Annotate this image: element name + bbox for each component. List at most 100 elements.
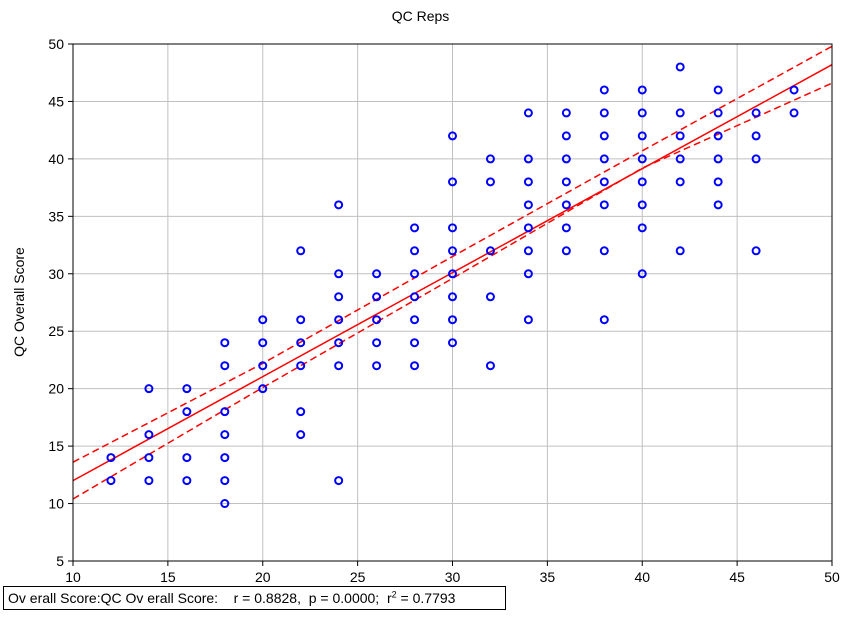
y-tick-label: 20 [48,381,64,397]
data-point [448,177,457,187]
y-tick-label: 40 [48,151,64,167]
data-point [561,246,571,256]
plot-frame [72,43,833,562]
data-point [106,476,116,486]
data-point [448,315,457,325]
x-tick-label: 40 [634,569,650,585]
data-point [599,177,609,187]
data-point [258,315,268,325]
data-point [334,338,344,348]
stats-p: p = 0.0000; [308,590,380,606]
data-point [258,338,268,348]
data-point [410,361,420,371]
regression-line [72,64,833,482]
data-point [523,223,533,233]
data-point [334,315,344,325]
data-point [220,361,230,371]
data-point [561,108,571,118]
data-point [448,223,457,233]
data-points [106,62,799,509]
data-point [448,246,457,256]
x-tick-label: 15 [160,569,176,585]
regression-line-group [72,64,833,482]
confidence-lower-line [72,82,833,500]
y-tick-label: 35 [48,208,64,224]
data-point [410,269,420,279]
data-point [751,131,761,141]
data-point [599,85,609,95]
data-point [334,269,344,279]
y-tick-label: 25 [48,323,64,339]
data-point [485,154,495,164]
data-point [182,453,192,463]
data-point [258,384,268,394]
data-point [637,269,647,279]
data-point [523,108,533,118]
data-point [751,108,761,118]
data-point [296,407,306,417]
data-point [144,476,154,486]
data-point [599,200,609,210]
data-point [637,108,647,118]
x-tick-label: 25 [350,569,366,585]
data-point [599,154,609,164]
data-point [561,154,571,164]
data-point [637,154,647,164]
data-point [448,338,457,348]
data-point [334,292,344,302]
data-point [675,177,685,187]
data-point [296,315,306,325]
data-point [410,338,420,348]
data-point [637,223,647,233]
data-point [296,430,306,440]
y-tick-label: 5 [56,553,64,569]
data-point [561,177,571,187]
data-point [561,200,571,210]
stats-r: r = 0.8828, [233,590,301,606]
data-point [751,154,761,164]
data-point [220,476,230,486]
y-tick-label: 15 [48,438,64,454]
data-point [561,131,571,141]
grid-lines [73,44,832,561]
data-point [713,177,723,187]
data-point [220,430,230,440]
data-point [599,108,609,118]
data-point [144,430,154,440]
data-point [410,315,420,325]
data-point [372,292,382,302]
data-point [599,315,609,325]
x-tick-label: 30 [445,569,461,585]
y-tick-label: 30 [48,266,64,282]
data-point [637,131,647,141]
x-tick-label: 10 [65,569,81,585]
data-point [410,292,420,302]
data-point [334,476,344,486]
data-point [485,177,495,187]
stats-label: Ov erall Score:QC Ov erall Score: [8,590,219,606]
data-point [220,407,230,417]
data-point [220,338,230,348]
x-tick-label: 50 [824,569,840,585]
data-point [637,177,647,187]
data-point [675,131,685,141]
x-tick-label: 35 [540,569,556,585]
data-point [144,384,154,394]
data-point [713,108,723,118]
data-point [523,154,533,164]
data-point [789,85,799,95]
data-point [448,269,457,279]
data-point [713,131,723,141]
data-point [144,453,154,463]
data-point [372,361,382,371]
confidence-upper-line [72,45,833,463]
data-point [448,292,457,302]
statistics-box: Ov erall Score:QC Ov erall Score: r = 0.… [3,586,506,610]
data-point [675,154,685,164]
data-point [296,338,306,348]
data-point [410,246,420,256]
data-point [789,108,799,118]
data-point [220,499,230,509]
data-point [751,246,761,256]
